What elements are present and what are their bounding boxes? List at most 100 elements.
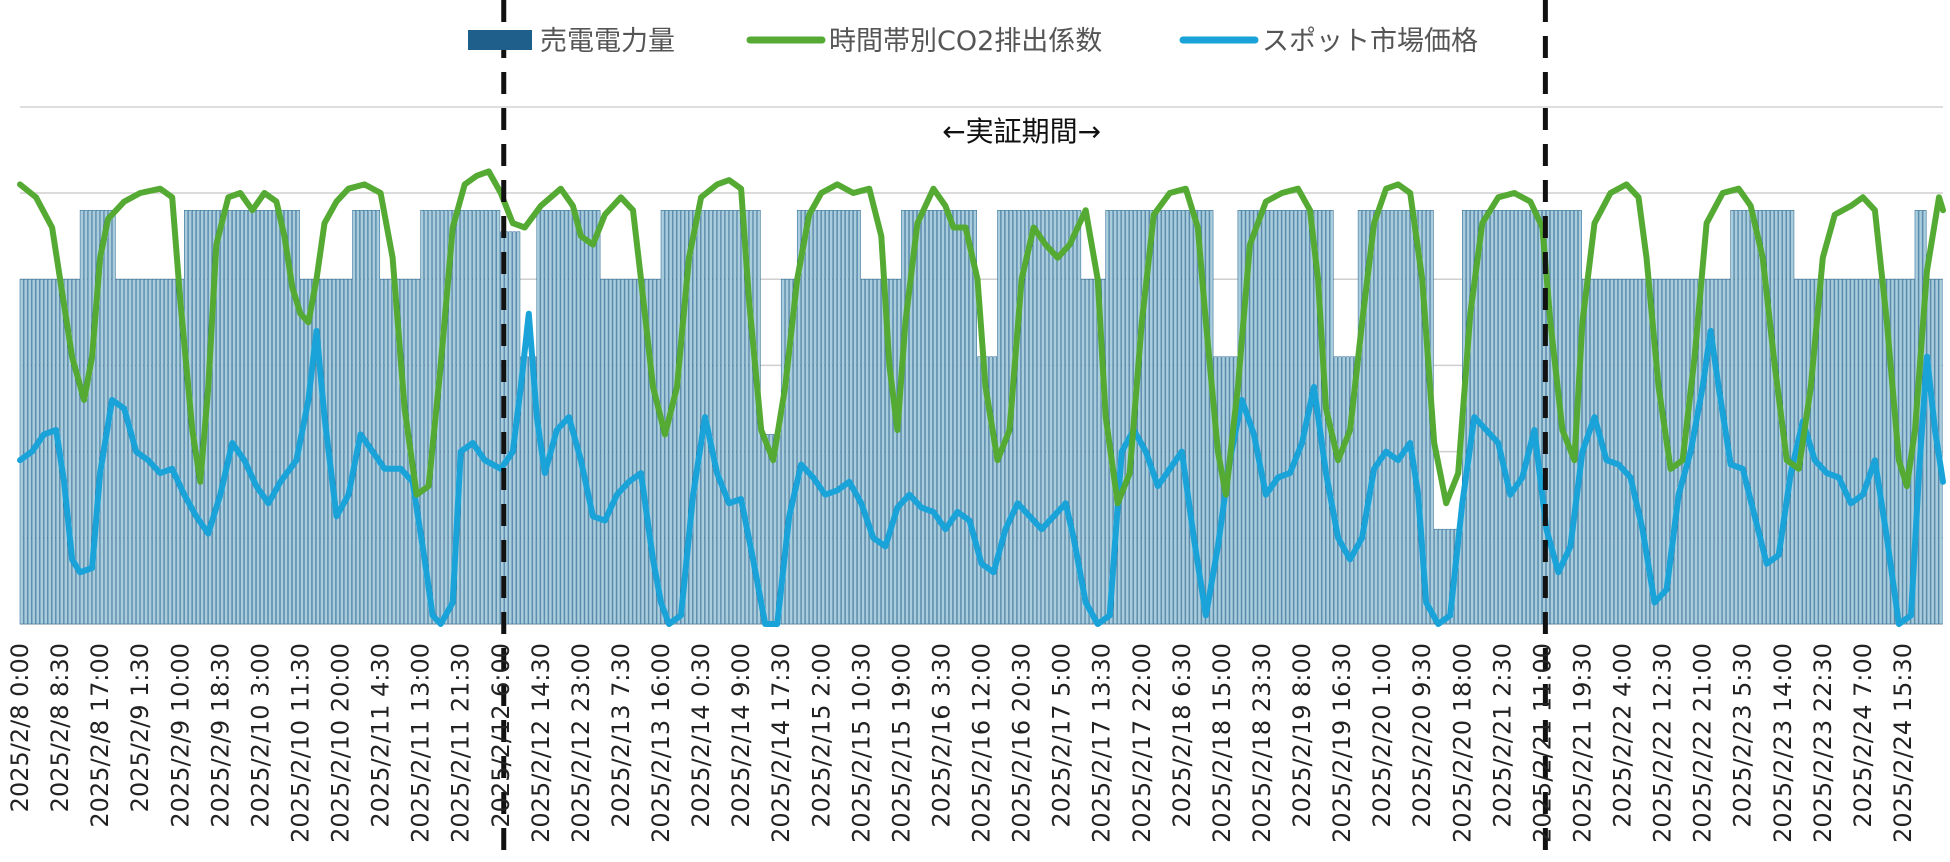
sales-bar (1229, 356, 1234, 625)
sales-bar (1409, 209, 1414, 625)
sales-bar (232, 209, 236, 625)
sales-bar (1069, 209, 1074, 625)
sales-bar (1518, 209, 1522, 625)
sales-bar (87, 209, 92, 625)
sales-bar (1674, 278, 1679, 625)
sales-bar (356, 209, 360, 625)
sales-bar (816, 209, 821, 625)
sales-bar (933, 209, 937, 625)
sales-bar (1870, 278, 1875, 625)
sales-bar (897, 278, 901, 625)
sales-bar (1694, 278, 1699, 625)
sales-bar (1754, 209, 1759, 625)
x-tick-label: 2025/2/14 17:30 (767, 643, 795, 843)
x-tick-label: 2025/2/21 19:30 (1568, 643, 1596, 843)
sales-bar (163, 278, 168, 625)
sales-bar (1265, 209, 1270, 625)
legend-swatch-sales (468, 30, 532, 50)
sales-bar (1085, 278, 1090, 625)
x-tick-label: 2025/2/22 21:00 (1689, 643, 1717, 843)
sales-bar (969, 209, 973, 625)
sales-bar (1722, 278, 1727, 625)
sales-bar (1822, 278, 1827, 625)
sales-bar (1361, 209, 1366, 625)
x-tick-label: 2025/2/16 3:30 (927, 643, 955, 828)
sales-bar (1654, 278, 1659, 625)
x-tick-label: 2025/2/15 10:30 (847, 643, 875, 843)
sales-bar (1253, 209, 1258, 625)
sales-bar (167, 278, 172, 625)
sales-bar (1033, 209, 1038, 625)
sales-bar (19, 278, 24, 625)
x-tick-labels: 2025/2/8 0:00 2025/2/8 8:30 2025/2/8 17:00… (6, 643, 1917, 843)
sales-bar (945, 209, 949, 625)
sales-bar (496, 209, 501, 625)
sales-bar (444, 209, 449, 625)
sales-bar (808, 209, 813, 625)
sales-bar (1466, 209, 1470, 625)
sales-bar (1902, 278, 1907, 625)
x-tick-label: 2025/2/9 10:00 (166, 643, 194, 828)
sales-bar (304, 278, 308, 625)
sales-bar (468, 209, 473, 625)
sales-bar (43, 278, 48, 625)
sales-bar (180, 278, 184, 625)
sales-bar (35, 278, 40, 625)
sales-bar (1421, 209, 1426, 625)
sales-bar (111, 209, 116, 625)
sales-bar (95, 209, 100, 625)
sales-bar (1277, 209, 1282, 625)
sales-bar (75, 278, 80, 625)
x-tick-label: 2025/2/16 12:00 (968, 643, 996, 843)
sales-bar (23, 278, 28, 625)
sales-bar (748, 209, 753, 625)
sales-bar (636, 278, 641, 625)
sales-bar (1510, 209, 1514, 625)
sales-bar (123, 278, 128, 625)
sales-bar (1862, 278, 1867, 625)
x-tick-label: 2025/2/18 6:30 (1168, 643, 1196, 828)
sales-bar (1393, 209, 1398, 625)
sales-bar (1622, 278, 1626, 625)
sales-bar (1702, 278, 1707, 625)
sales-bar (825, 209, 829, 625)
sales-bar (63, 278, 68, 625)
sales-bar (1441, 528, 1446, 625)
sales-bar (360, 209, 364, 625)
sales-bar (1626, 278, 1630, 625)
sales-bar (889, 278, 893, 625)
sales-bar (460, 209, 465, 625)
sales-bar (1149, 209, 1154, 625)
sales-bar (1061, 209, 1066, 625)
sales-bar (632, 278, 637, 625)
x-tick-label: 2025/2/11 21:30 (447, 643, 475, 843)
sales-bar (1846, 278, 1851, 625)
x-tick-label: 2025/2/17 22:00 (1128, 643, 1156, 843)
sales-bar (1333, 356, 1338, 625)
sales-bar (652, 278, 657, 625)
sales-bar (264, 209, 268, 625)
sales-bar (648, 278, 653, 625)
sales-bar (917, 209, 921, 625)
sales-bar (1037, 209, 1042, 625)
sales-bar (212, 209, 216, 625)
sales-bar (620, 278, 625, 625)
sales-bar (909, 209, 913, 625)
sales-bar (484, 209, 489, 625)
sales-bar (1826, 278, 1831, 625)
sales-bar (372, 209, 377, 625)
sales-bar (1017, 209, 1022, 625)
sales-bar (1650, 278, 1655, 625)
sales-bar (1658, 278, 1663, 625)
sales-bar (913, 209, 917, 625)
sales-bar (1001, 209, 1005, 625)
sales-bar (1177, 209, 1182, 625)
sales-bar (452, 209, 457, 625)
annotation-text: ←実証期間→ (942, 115, 1101, 148)
sales-bar (845, 209, 849, 625)
sales-bar (296, 209, 300, 625)
sales-bar (1013, 209, 1018, 625)
sales-bar (901, 209, 905, 625)
sales-bar (1926, 278, 1931, 625)
sales-bar (216, 209, 220, 625)
